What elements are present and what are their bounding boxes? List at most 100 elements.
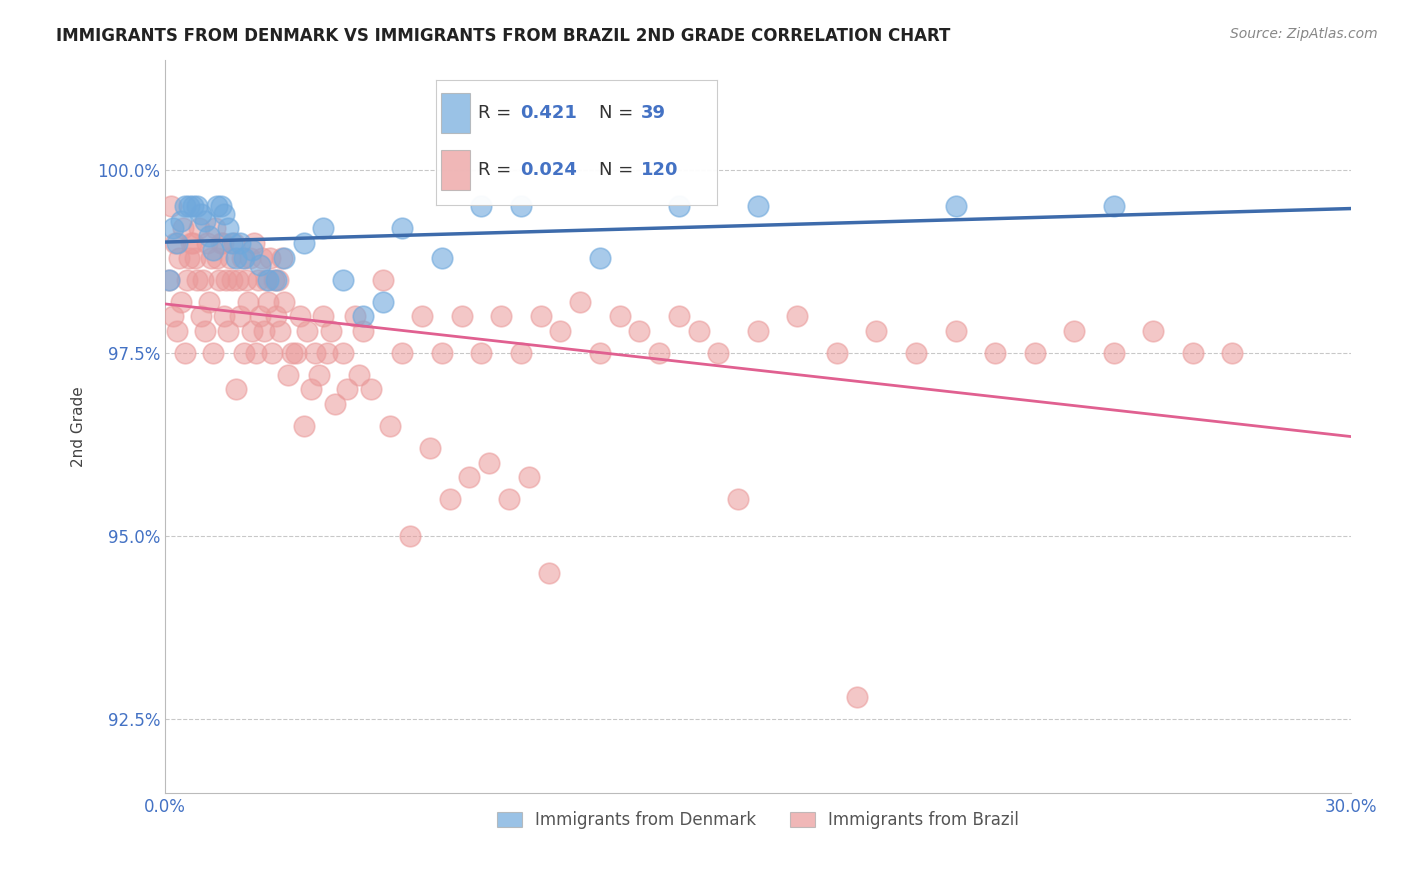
Point — [263, 272, 285, 286]
Point — [984, 346, 1007, 360]
Point — [316, 346, 339, 360]
Point — [509, 199, 531, 213]
Point — [267, 272, 290, 286]
Point — [668, 199, 690, 213]
Point — [257, 272, 280, 286]
Point — [1220, 346, 1243, 360]
Point — [167, 251, 190, 265]
Text: 0.421: 0.421 — [520, 103, 576, 121]
Point — [312, 221, 335, 235]
Point — [277, 368, 299, 382]
Point — [668, 309, 690, 323]
Point — [569, 294, 592, 309]
Point — [194, 214, 217, 228]
Point — [201, 346, 224, 360]
Point — [707, 346, 730, 360]
Point — [1181, 346, 1204, 360]
Point — [411, 309, 433, 323]
Point — [221, 272, 243, 286]
Point — [371, 294, 394, 309]
Point — [235, 272, 257, 286]
Point — [292, 419, 315, 434]
Point — [204, 221, 226, 235]
Point — [332, 346, 354, 360]
Point — [170, 214, 193, 228]
Point — [550, 324, 572, 338]
Point — [211, 235, 233, 250]
Point — [945, 199, 967, 213]
Point — [165, 235, 187, 250]
Point — [450, 309, 472, 323]
Point — [260, 346, 283, 360]
Point — [727, 492, 749, 507]
Point — [589, 346, 612, 360]
Text: N =: N = — [599, 161, 638, 179]
Point — [537, 566, 560, 580]
Point — [297, 324, 319, 338]
Point — [174, 199, 197, 213]
Point — [160, 199, 183, 213]
Point — [825, 346, 848, 360]
Point — [430, 251, 453, 265]
Point — [250, 251, 273, 265]
Point — [786, 309, 808, 323]
Point — [200, 251, 222, 265]
Point — [347, 368, 370, 382]
Point — [352, 309, 374, 323]
Point — [845, 690, 868, 705]
Point — [865, 324, 887, 338]
Point — [747, 324, 769, 338]
Point — [191, 272, 214, 286]
Point — [249, 309, 271, 323]
Point — [245, 346, 267, 360]
FancyBboxPatch shape — [441, 150, 470, 190]
Point — [509, 346, 531, 360]
Point — [170, 294, 193, 309]
Point — [187, 221, 209, 235]
Point — [225, 383, 247, 397]
Point — [157, 272, 180, 286]
Point — [380, 419, 402, 434]
Text: N =: N = — [599, 103, 638, 121]
Point — [219, 251, 242, 265]
Point — [648, 346, 671, 360]
Point — [257, 294, 280, 309]
Point — [530, 309, 553, 323]
Point — [430, 346, 453, 360]
Point — [226, 272, 249, 286]
Point — [264, 309, 287, 323]
Point — [207, 272, 229, 286]
Point — [243, 235, 266, 250]
Text: 120: 120 — [641, 161, 679, 179]
Point — [628, 324, 651, 338]
Point — [177, 251, 200, 265]
Point — [176, 272, 198, 286]
Point — [1102, 199, 1125, 213]
Point — [177, 199, 200, 213]
Point — [215, 272, 238, 286]
Y-axis label: 2nd Grade: 2nd Grade — [72, 385, 86, 467]
Point — [299, 383, 322, 397]
Point — [229, 309, 252, 323]
Point — [180, 235, 202, 250]
Point — [1142, 324, 1164, 338]
Point — [270, 251, 292, 265]
Point — [190, 309, 212, 323]
Point — [209, 199, 232, 213]
Point — [371, 272, 394, 286]
Point — [233, 346, 256, 360]
Point — [162, 309, 184, 323]
Point — [284, 346, 307, 360]
Point — [458, 470, 481, 484]
Point — [688, 324, 710, 338]
Point — [253, 324, 276, 338]
Point — [489, 309, 512, 323]
Point — [205, 199, 228, 213]
FancyBboxPatch shape — [441, 93, 470, 133]
Point — [231, 251, 253, 265]
Point — [225, 251, 247, 265]
Text: IMMIGRANTS FROM DENMARK VS IMMIGRANTS FROM BRAZIL 2ND GRADE CORRELATION CHART: IMMIGRANTS FROM DENMARK VS IMMIGRANTS FR… — [56, 27, 950, 45]
Point — [162, 221, 184, 235]
Text: Source: ZipAtlas.com: Source: ZipAtlas.com — [1230, 27, 1378, 41]
Point — [332, 272, 354, 286]
